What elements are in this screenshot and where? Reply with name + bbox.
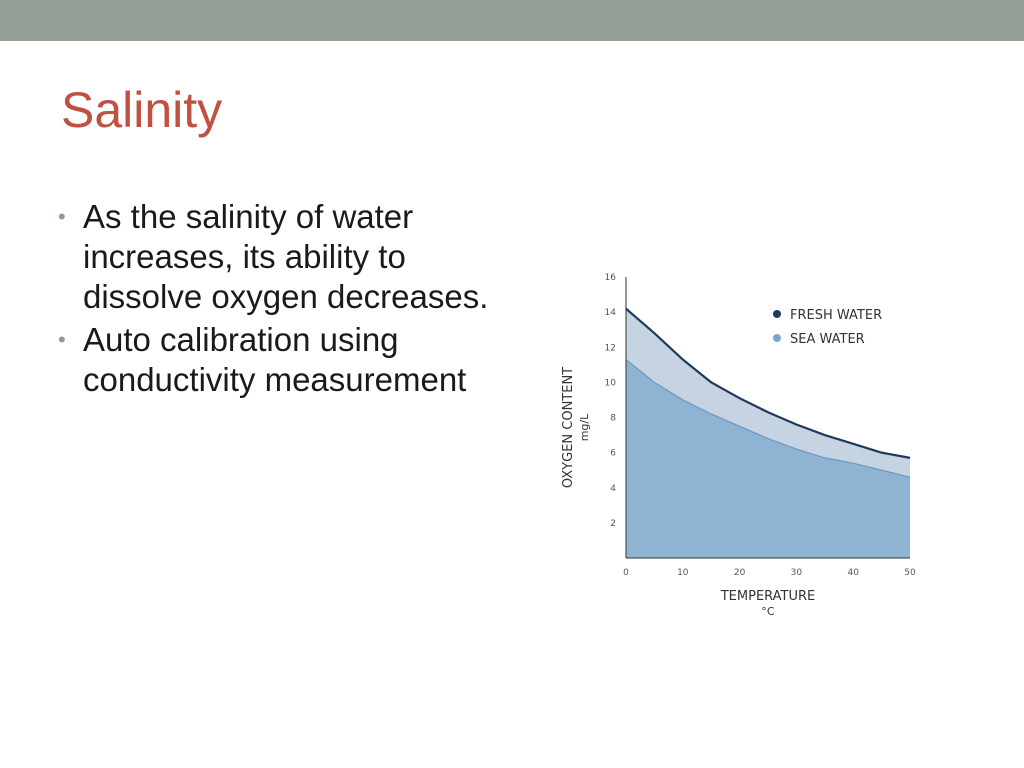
y-tick-label: 8	[610, 414, 616, 424]
x-axis-label: TEMPERATURE	[720, 589, 816, 604]
y-axis-label: OXYGEN CONTENT	[561, 367, 576, 488]
legend-marker-fresh-water	[773, 310, 781, 318]
x-tick-label: 40	[847, 568, 859, 578]
bullet-list: • As the salinity of water increases, it…	[58, 197, 498, 403]
x-tick-label: 30	[791, 568, 803, 578]
bullet-text: Auto calibration using conductivity meas…	[83, 321, 467, 398]
bullet-text: As the salinity of water increases, its …	[83, 198, 489, 315]
y-tick-label: 4	[610, 484, 616, 494]
bullet-item: • As the salinity of water increases, it…	[58, 197, 498, 317]
legend-label-sea-water: SEA WATER	[790, 332, 865, 347]
bullet-dot-icon: •	[58, 327, 66, 352]
bullet-item: • Auto calibration using conductivity me…	[58, 320, 498, 400]
legend-marker-sea-water	[773, 334, 781, 342]
x-tick-label: 0	[623, 568, 629, 578]
x-tick-label: 10	[677, 568, 689, 578]
slide-title: Salinity	[61, 82, 223, 138]
sea-water-area	[626, 359, 910, 558]
sea-water-line	[625, 359, 911, 478]
y-tick-label: 6	[610, 449, 616, 459]
x-tick-label: 50	[904, 568, 916, 578]
y-tick-label: 14	[605, 308, 617, 318]
bullet-dot-icon: •	[58, 204, 66, 229]
fresh-water-line	[625, 307, 911, 459]
oxygen-chart-svg: 2 4 6 8 10 12 14 16 0 10 20 30 40 50 TEMPERATURE°C OXYG…	[561, 273, 916, 618]
y-axis-unit: mg/L	[578, 413, 591, 441]
y-tick-label: 10	[605, 378, 617, 388]
y-tick-label: 2	[610, 519, 616, 529]
x-axis-unit: °C	[761, 605, 775, 618]
y-tick-label: 12	[605, 343, 616, 353]
x-tick-label: 20	[734, 568, 746, 578]
legend-label-fresh-water: FRESH WATER	[790, 308, 882, 323]
y-tick-label: 16	[605, 273, 617, 283]
oxygen-chart: 2 4 6 8 10 12 14 16 0 10 20 30 40 50 TEMPERATURE °C OXYG…	[540, 262, 960, 642]
top-accent-bar	[0, 0, 1024, 41]
